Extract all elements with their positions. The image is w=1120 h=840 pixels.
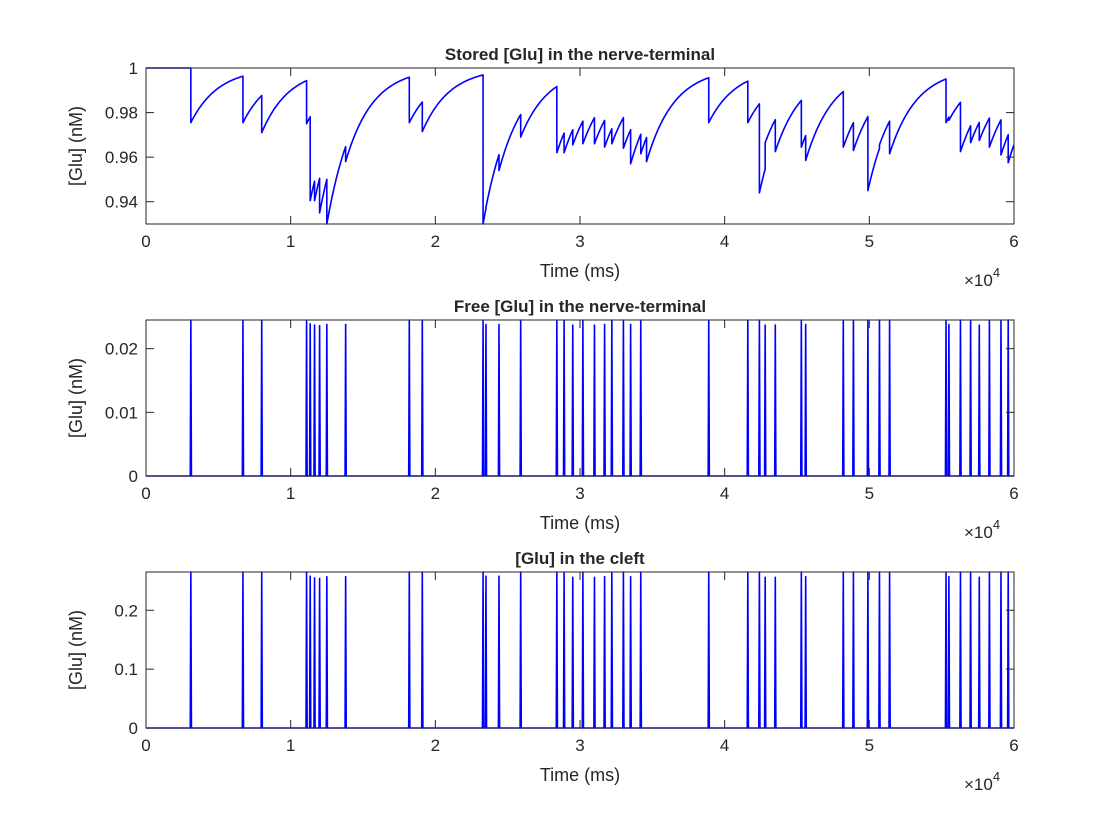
x-axis-exponent: ×104 [964, 517, 1000, 542]
x-tick-label: 2 [431, 484, 440, 503]
y-tick-label: 0.98 [105, 104, 138, 123]
x-tick-label: 1 [286, 232, 295, 251]
x-tick-label: 0 [141, 736, 150, 755]
chart-title: [Glu] in the cleft [515, 549, 645, 568]
chart-title: Stored [Glu] in the nerve-terminal [445, 45, 715, 64]
y-tick-label: 0.2 [114, 601, 138, 620]
x-tick-label: 0 [141, 484, 150, 503]
x-axis-label: Time (ms) [540, 261, 620, 281]
x-tick-label: 6 [1009, 232, 1018, 251]
y-tick-label: 0.96 [105, 148, 138, 167]
plot-area [146, 572, 1014, 728]
subplot-2: 0 1 2 3 4 5 6 0 0.01 0.02 Free [Glu] in the nerve-… [66, 297, 1019, 542]
x-axis-exponent: ×104 [964, 265, 1000, 290]
x-tick-label: 5 [865, 736, 874, 755]
x-axis-label: Time (ms) [540, 513, 620, 533]
x-tick-label: 5 [865, 232, 874, 251]
y-axis-label: [Glu] (nM) [66, 106, 86, 186]
x-tick-label: 4 [720, 232, 729, 251]
x-tick-label: 3 [575, 232, 584, 251]
y-tick-label: 0.1 [114, 660, 138, 679]
x-axis-exponent: ×104 [964, 769, 1000, 794]
x-tick-label: 6 [1009, 484, 1018, 503]
x-tick-label: 2 [431, 736, 440, 755]
y-tick-label: 0.01 [105, 403, 138, 422]
x-exponent-power: 4 [993, 769, 1000, 784]
x-tick-label: 4 [720, 736, 729, 755]
y-tick-label: 0 [129, 467, 138, 486]
x-tick-label: 0 [141, 232, 150, 251]
x-exponent-power: 4 [993, 265, 1000, 280]
x-tick-label: 1 [286, 484, 295, 503]
x-tick-label: 5 [865, 484, 874, 503]
data-line [146, 67, 1014, 225]
x-exponent-base: ×10 [964, 775, 993, 794]
x-axis-label: Time (ms) [540, 765, 620, 785]
plot-area [146, 68, 1014, 224]
x-tick-label: 4 [720, 484, 729, 503]
chart-title: Free [Glu] in the nerve-terminal [454, 297, 706, 316]
x-tick-label: 3 [575, 736, 584, 755]
x-exponent-base: ×10 [964, 271, 993, 290]
x-tick-label: 6 [1009, 736, 1018, 755]
x-tick-label: 1 [286, 736, 295, 755]
y-tick-label: 1 [129, 59, 138, 78]
plot-area [146, 320, 1014, 476]
y-tick-label: 0.94 [105, 193, 138, 212]
x-exponent-power: 4 [993, 517, 1000, 532]
y-tick-label: 0.02 [105, 340, 138, 359]
x-tick-label: 3 [575, 484, 584, 503]
y-axis-label: [Glu] (nM) [66, 358, 86, 438]
x-tick-label: 2 [431, 232, 440, 251]
subplot-1: 0 1 2 3 4 5 6 0.94 0.96 0.98 1 Stored [Glu] in the … [66, 45, 1019, 290]
y-tick-label: 0 [129, 719, 138, 738]
x-exponent-base: ×10 [964, 523, 993, 542]
subplot-3: 0 1 2 3 4 5 6 0 0.1 0.2 [Glu] in the cleft Time (ms… [66, 549, 1019, 794]
y-axis-label: [Glu] (nM) [66, 610, 86, 690]
